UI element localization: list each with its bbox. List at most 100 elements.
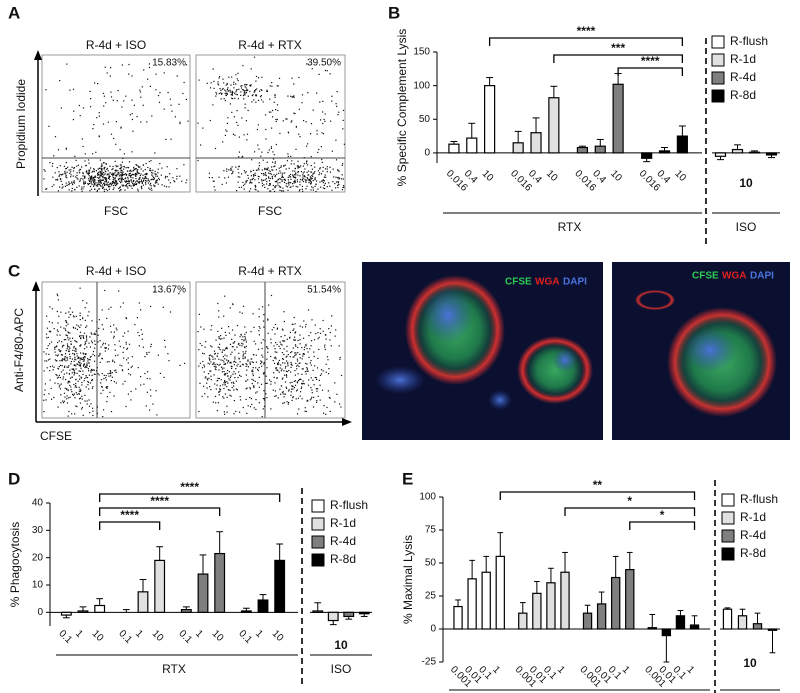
event-dot [138, 190, 139, 191]
event-dot [119, 190, 120, 191]
nucleus [375, 366, 425, 394]
event-dot [148, 188, 149, 189]
event-dot [84, 344, 85, 345]
event-dot [114, 336, 115, 337]
event-dot [338, 177, 339, 178]
event-dot [87, 360, 88, 361]
event-dot [284, 402, 285, 403]
event-dot [94, 370, 95, 371]
event-dot [302, 398, 303, 399]
event-dot [303, 320, 304, 321]
event-dot [140, 91, 141, 92]
event-dot [315, 325, 316, 326]
event-dot [295, 182, 296, 183]
bar [767, 153, 777, 155]
event-dot [88, 163, 89, 164]
event-dot [218, 177, 219, 178]
event-dot [255, 173, 256, 174]
event-dot [215, 364, 216, 365]
event-dot [83, 361, 84, 362]
event-dot [316, 379, 317, 380]
event-dot [257, 382, 258, 383]
event-dot [255, 409, 256, 410]
event-dot [245, 358, 246, 359]
bar [612, 578, 620, 629]
event-dot [258, 330, 259, 331]
event-dot [238, 156, 239, 157]
event-dot [45, 89, 46, 90]
event-dot [64, 171, 65, 172]
event-dot [74, 357, 75, 358]
event-dot [321, 159, 322, 160]
event-dot [144, 356, 145, 357]
event-dot [202, 128, 203, 129]
event-dot [303, 383, 304, 384]
event-dot [225, 332, 226, 333]
bar [454, 607, 462, 629]
event-dot [109, 179, 110, 180]
event-dot [243, 358, 244, 359]
event-dot [151, 179, 152, 180]
event-dot [230, 103, 231, 104]
event-dot [223, 338, 224, 339]
event-dot [68, 367, 69, 368]
event-dot [60, 388, 61, 389]
event-dot [316, 377, 317, 378]
event-dot [319, 182, 320, 183]
event-dot [110, 326, 111, 327]
event-dot [245, 353, 246, 354]
event-dot [319, 74, 320, 75]
event-dot [275, 119, 276, 120]
event-dot [247, 379, 248, 380]
event-dot [103, 105, 104, 106]
event-dot [147, 79, 148, 80]
event-dot [183, 164, 184, 165]
bar [182, 610, 192, 613]
event-dot [266, 397, 267, 398]
event-dot [285, 165, 286, 166]
event-dot [302, 176, 303, 177]
event-dot [231, 352, 232, 353]
event-dot [70, 378, 71, 379]
event-dot [113, 100, 114, 101]
event-dot [92, 354, 93, 355]
event-dot [213, 362, 214, 363]
event-dot [263, 160, 264, 161]
event-dot [117, 166, 118, 167]
event-dot [123, 100, 124, 101]
event-dot [275, 358, 276, 359]
event-dot [130, 114, 131, 115]
event-dot [282, 174, 283, 175]
event-dot [238, 371, 239, 372]
event-dot [95, 152, 96, 153]
event-dot [89, 175, 90, 176]
event-dot [288, 370, 289, 371]
event-dot [240, 376, 241, 377]
event-dot [173, 180, 174, 181]
event-dot [110, 183, 111, 184]
event-dot [74, 167, 75, 168]
event-dot [275, 95, 276, 96]
event-dot [306, 367, 307, 368]
event-dot [77, 364, 78, 365]
cell-membrane [635, 290, 675, 310]
event-dot [270, 112, 271, 113]
event-dot [272, 189, 273, 190]
event-dot [100, 340, 101, 341]
event-dot [343, 178, 344, 179]
event-dot [252, 95, 253, 96]
event-dot [296, 398, 297, 399]
event-dot [272, 151, 273, 152]
event-dot [75, 379, 76, 380]
event-dot [209, 355, 210, 356]
event-dot [210, 389, 211, 390]
event-dot [204, 366, 205, 367]
event-dot [197, 123, 198, 124]
event-dot [337, 185, 338, 186]
event-dot [57, 329, 58, 330]
event-dot [156, 390, 157, 391]
event-dot [85, 307, 86, 308]
event-dot [54, 349, 55, 350]
event-dot [89, 362, 90, 363]
event-dot [294, 171, 295, 172]
